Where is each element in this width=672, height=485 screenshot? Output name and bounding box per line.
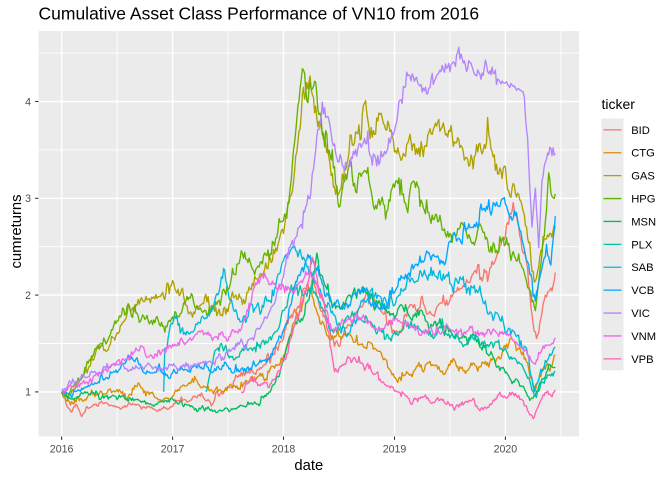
svg-text:1: 1 bbox=[25, 387, 31, 399]
svg-text:VPB: VPB bbox=[631, 354, 653, 366]
svg-text:SAB: SAB bbox=[631, 262, 653, 274]
svg-text:2: 2 bbox=[25, 290, 31, 302]
svg-text:4: 4 bbox=[25, 96, 31, 108]
svg-text:MSN: MSN bbox=[631, 216, 656, 228]
svg-text:3: 3 bbox=[25, 193, 31, 205]
svg-text:VNM: VNM bbox=[631, 331, 656, 343]
svg-text:2020: 2020 bbox=[494, 444, 518, 456]
svg-text:BID: BID bbox=[631, 125, 650, 137]
svg-text:2016: 2016 bbox=[50, 444, 74, 456]
svg-text:2019: 2019 bbox=[383, 444, 407, 456]
svg-text:PLX: PLX bbox=[631, 239, 653, 251]
svg-text:HPG: HPG bbox=[631, 193, 655, 205]
svg-text:2018: 2018 bbox=[272, 444, 296, 456]
svg-text:2017: 2017 bbox=[161, 444, 185, 456]
svg-text:date: date bbox=[294, 458, 323, 474]
svg-text:VCB: VCB bbox=[631, 285, 654, 297]
svg-text:CTG: CTG bbox=[631, 148, 655, 160]
svg-text:VIC: VIC bbox=[631, 308, 650, 320]
svg-text:Cumulative Asset Class Perform: Cumulative Asset Class Performance of VN… bbox=[39, 4, 480, 24]
svg-text:cumreturns: cumreturns bbox=[9, 194, 25, 268]
svg-text:ticker: ticker bbox=[602, 96, 636, 112]
svg-text:GAS: GAS bbox=[631, 171, 655, 183]
